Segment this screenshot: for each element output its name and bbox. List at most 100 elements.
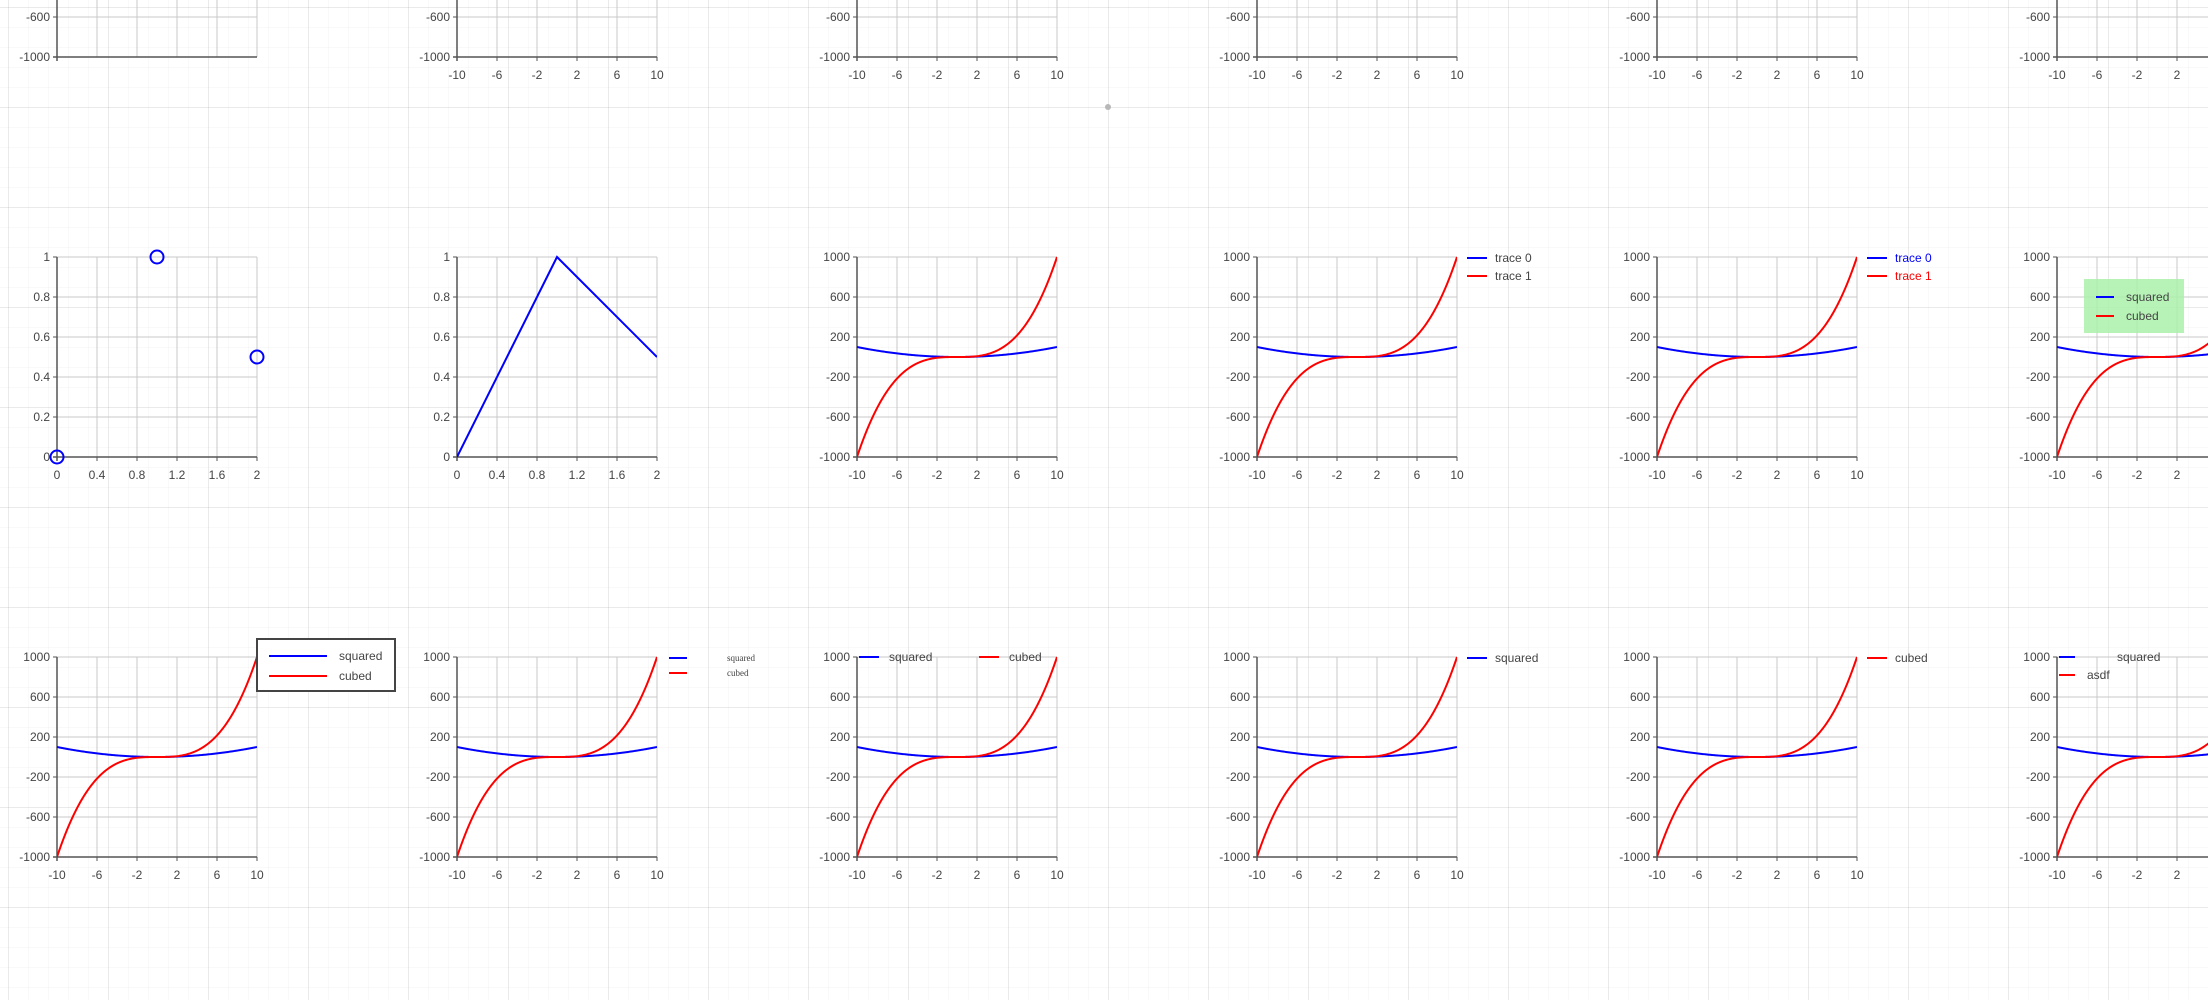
x-tick-label: 1.2 — [169, 468, 186, 482]
x-tick-label: 2 — [2174, 68, 2181, 82]
plot-area — [857, 256, 1057, 458]
y-tick-label: 0.2 — [33, 410, 50, 424]
scatter-point — [149, 249, 165, 265]
chart-10: -1000 -600 -200 200 600 1000 -10 -6 -2 2 6 10 trace … — [1219, 250, 1532, 482]
y-tick-label: -200 — [1226, 770, 1250, 784]
x-tick-label: -6 — [2092, 868, 2103, 882]
y-tick-label: 200 — [830, 730, 850, 744]
y-tick-label: -600 — [1226, 10, 1250, 24]
x-tick-label: 10 — [1050, 68, 1064, 82]
y-tick-label: -600 — [2026, 410, 2050, 424]
y-tick-label: 600 — [1230, 290, 1250, 304]
y-tick-label: -600 — [826, 410, 850, 424]
y-tick-label: -200 — [426, 770, 450, 784]
y-tick-label: 600 — [2030, 290, 2050, 304]
legend-box — [2084, 279, 2184, 333]
plot-area — [1257, 256, 1457, 458]
x-tick-label: 0.8 — [129, 468, 146, 482]
chart-4: -1000 -600 -10 -6 -2 2 6 10 — [1219, 0, 1464, 82]
y-tick-label: -1000 — [819, 50, 850, 64]
x-tick-label: 10 — [1050, 868, 1064, 882]
x-tick-label: -2 — [2132, 868, 2143, 882]
y-tick-label: 600 — [1230, 690, 1250, 704]
y-tick-label: 1000 — [1223, 650, 1250, 664]
x-tick-label: -2 — [1332, 468, 1343, 482]
series-line-cubed — [1257, 656, 1457, 858]
legend-label: cubed — [339, 669, 372, 683]
y-tick-label: 600 — [830, 290, 850, 304]
legend: squared asdf — [2059, 650, 2160, 682]
series-line-squared — [57, 746, 257, 758]
legend: trace 0 trace 1 — [1867, 251, 1932, 283]
y-tick-label: -200 — [2026, 770, 2050, 784]
legend: squared cubed — [669, 653, 755, 678]
y-tick-label: 1000 — [23, 650, 50, 664]
chart-7: 0 0.2 0.4 0.6 0.8 1 0 0.4 0.8 1.2 1.6 2 — [33, 249, 265, 482]
legend-label: trace 0 — [1495, 251, 1532, 265]
y-tick-label: -1000 — [1219, 850, 1250, 864]
x-tick-label: -2 — [1332, 68, 1343, 82]
y-tick-label: 200 — [430, 730, 450, 744]
x-tick-label: -10 — [2048, 68, 2066, 82]
scatter-point — [49, 449, 65, 465]
x-tick-label: 2 — [974, 868, 981, 882]
series-line-squared — [857, 346, 1057, 358]
y-tick-label: 200 — [1630, 330, 1650, 344]
y-tick-label: -1000 — [19, 50, 50, 64]
x-tick-label: -6 — [1692, 68, 1703, 82]
x-tick-label: -6 — [1292, 68, 1303, 82]
x-tick-label: -2 — [132, 868, 143, 882]
x-tick-label: 2 — [2174, 868, 2181, 882]
y-tick-label: -1000 — [1619, 850, 1650, 864]
chart-6: -1000 -600 -10 -6 -2 2 — [2019, 0, 2208, 82]
y-tick-label: -1000 — [1619, 450, 1650, 464]
x-tick-label: 2 — [1374, 68, 1381, 82]
x-tick-label: -10 — [448, 868, 466, 882]
legend-label: squared — [2126, 290, 2169, 304]
y-tick-label: 1000 — [1223, 250, 1250, 264]
x-tick-label: -10 — [848, 68, 866, 82]
x-tick-label: 6 — [214, 868, 221, 882]
x-tick-label: 6 — [1014, 468, 1021, 482]
series-line-cubed — [457, 656, 657, 858]
x-tick-label: -10 — [1648, 868, 1666, 882]
x-tick-label: -6 — [92, 868, 103, 882]
x-tick-label: -6 — [2092, 68, 2103, 82]
y-tick-label: 0.4 — [433, 370, 450, 384]
series-line-cubed — [2057, 742, 2208, 858]
x-tick-label: 6 — [1414, 468, 1421, 482]
x-tick-label: -6 — [1292, 868, 1303, 882]
legend-label: cubed — [727, 668, 749, 678]
series-line — [457, 255, 657, 458]
chart-2: -1000 -600 -10 -6 -2 2 6 10 — [419, 0, 664, 82]
y-tick-label: 200 — [1230, 730, 1250, 744]
y-tick-label: -600 — [1626, 810, 1650, 824]
series-line-squared — [1257, 346, 1457, 358]
y-tick-label: -600 — [1226, 410, 1250, 424]
chart-18: -1000 -600 -200 200 600 1000 -10 -6 -2 2 squared as… — [2019, 650, 2208, 882]
x-tick-label: -10 — [2048, 868, 2066, 882]
x-tick-label: 2 — [654, 468, 661, 482]
x-tick-label: -6 — [1292, 468, 1303, 482]
y-tick-label: 1000 — [2023, 650, 2050, 664]
x-tick-label: -2 — [2132, 68, 2143, 82]
x-tick-label: 2 — [2174, 468, 2181, 482]
legend: squared cubed — [859, 650, 1042, 664]
y-tick-label: 0.4 — [33, 370, 50, 384]
chart-17: -1000 -600 -200 200 600 1000 -10 -6 -2 2 6 10 cubed — [1619, 650, 1927, 882]
y-tick-label: 1 — [43, 250, 50, 264]
y-tick-label: 200 — [30, 730, 50, 744]
x-tick-label: 6 — [614, 868, 621, 882]
x-tick-label: 10 — [250, 868, 264, 882]
y-tick-label: -200 — [1626, 370, 1650, 384]
legend-label: cubed — [2126, 309, 2159, 323]
y-tick-label: -600 — [1626, 410, 1650, 424]
y-tick-label: -600 — [26, 810, 50, 824]
x-tick-label: -2 — [932, 468, 943, 482]
y-tick-label: -1000 — [419, 850, 450, 864]
series-line-squared — [857, 746, 1057, 758]
series-line-cubed — [857, 256, 1057, 458]
drag-handle[interactable] — [1105, 104, 1111, 110]
chart-11: -1000 -600 -200 200 600 1000 -10 -6 -2 2 6 10 trace … — [1619, 250, 1932, 482]
x-tick-label: 1.2 — [569, 468, 586, 482]
